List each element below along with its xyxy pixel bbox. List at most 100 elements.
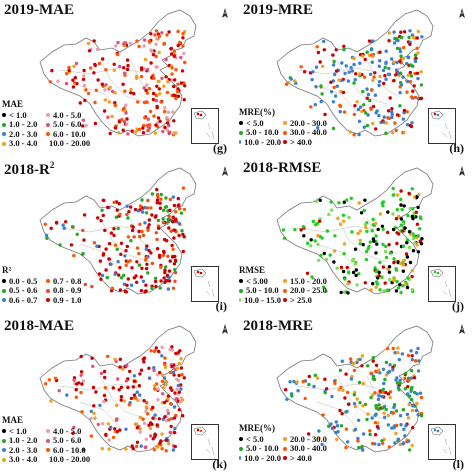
station-point — [401, 284, 405, 288]
station-point — [284, 388, 288, 392]
south-china-sea-inset — [428, 424, 456, 460]
station-point — [176, 43, 180, 48]
station-point — [340, 412, 344, 416]
legend-dot — [283, 140, 287, 145]
legend-item: 4.0 - 5.0 — [46, 426, 90, 437]
station-point — [132, 276, 136, 280]
station-point — [110, 114, 114, 119]
station-point — [409, 369, 414, 373]
station-point — [147, 223, 151, 227]
station-point — [406, 73, 410, 78]
legend-item: < 5.0 — [239, 118, 281, 129]
station-point — [313, 103, 317, 107]
station-point — [405, 412, 410, 417]
station-point — [401, 244, 406, 248]
station-point — [378, 371, 382, 375]
station-point — [356, 231, 360, 236]
svg-text:N: N — [460, 168, 463, 173]
legend-title: MAE — [2, 415, 23, 425]
station-point — [169, 417, 174, 421]
station-point — [390, 426, 394, 430]
station-point — [366, 364, 370, 368]
station-point — [149, 32, 153, 36]
station-point — [381, 265, 386, 269]
station-point — [378, 288, 382, 292]
station-point — [162, 385, 166, 389]
station-point — [106, 354, 110, 359]
station-point — [344, 445, 348, 450]
station-point — [347, 215, 351, 220]
legend-item: 0.9 - 1.0 — [46, 295, 90, 306]
station-point — [44, 382, 48, 386]
station-point — [143, 116, 147, 120]
station-point — [164, 75, 168, 79]
station-point — [155, 198, 160, 202]
station-point — [370, 416, 374, 420]
svg-text:N: N — [223, 326, 226, 331]
station-point — [324, 257, 329, 262]
station-point — [151, 416, 155, 420]
station-point — [333, 72, 337, 77]
station-point — [104, 433, 108, 437]
station-point — [171, 247, 175, 251]
station-point — [392, 257, 396, 261]
station-point — [101, 198, 106, 202]
station-point — [342, 44, 346, 48]
legend-dot — [2, 298, 6, 303]
legend-item: 10.0 - 20.00 — [49, 138, 91, 148]
station-point — [91, 385, 96, 390]
station-point — [131, 447, 135, 451]
panel-label: (i) — [215, 299, 227, 313]
station-point — [363, 57, 367, 62]
station-point — [406, 213, 410, 218]
station-point — [135, 426, 139, 430]
station-point — [366, 412, 370, 416]
station-point — [412, 36, 416, 40]
station-point — [341, 219, 346, 223]
station-point — [162, 208, 166, 212]
station-point — [129, 91, 133, 95]
station-point — [67, 68, 71, 73]
station-point — [146, 271, 150, 275]
station-point — [374, 234, 378, 238]
station-point — [373, 391, 377, 395]
station-point — [399, 30, 403, 34]
station-point — [373, 93, 378, 97]
station-point — [147, 376, 152, 380]
station-point — [289, 77, 293, 81]
station-point — [113, 101, 117, 105]
station-point — [100, 446, 105, 451]
station-point — [408, 123, 412, 128]
station-point — [79, 390, 83, 395]
legend-item: < 5.0 — [239, 434, 281, 445]
station-point — [72, 253, 76, 258]
station-point — [95, 47, 100, 52]
station-point — [144, 247, 148, 251]
station-point — [160, 354, 164, 358]
station-point — [166, 217, 170, 222]
station-point — [372, 75, 376, 79]
station-point — [84, 88, 88, 92]
station-point — [349, 357, 353, 361]
legend-dot — [239, 121, 243, 126]
station-point — [399, 71, 403, 75]
station-point — [404, 252, 409, 256]
station-point — [158, 201, 162, 205]
station-point — [163, 365, 168, 369]
station-point — [155, 237, 159, 242]
station-point — [103, 228, 107, 233]
station-point — [112, 68, 117, 73]
station-point — [342, 252, 346, 256]
station-point — [67, 65, 71, 70]
station-point — [137, 127, 142, 132]
station-point — [110, 286, 115, 290]
station-point — [94, 390, 98, 394]
station-point — [349, 377, 354, 381]
station-point — [144, 409, 148, 414]
station-point — [415, 222, 420, 226]
legend-dot — [2, 141, 6, 146]
station-point — [339, 424, 344, 428]
station-point — [320, 442, 324, 447]
station-point — [159, 192, 163, 197]
station-point — [418, 391, 423, 395]
